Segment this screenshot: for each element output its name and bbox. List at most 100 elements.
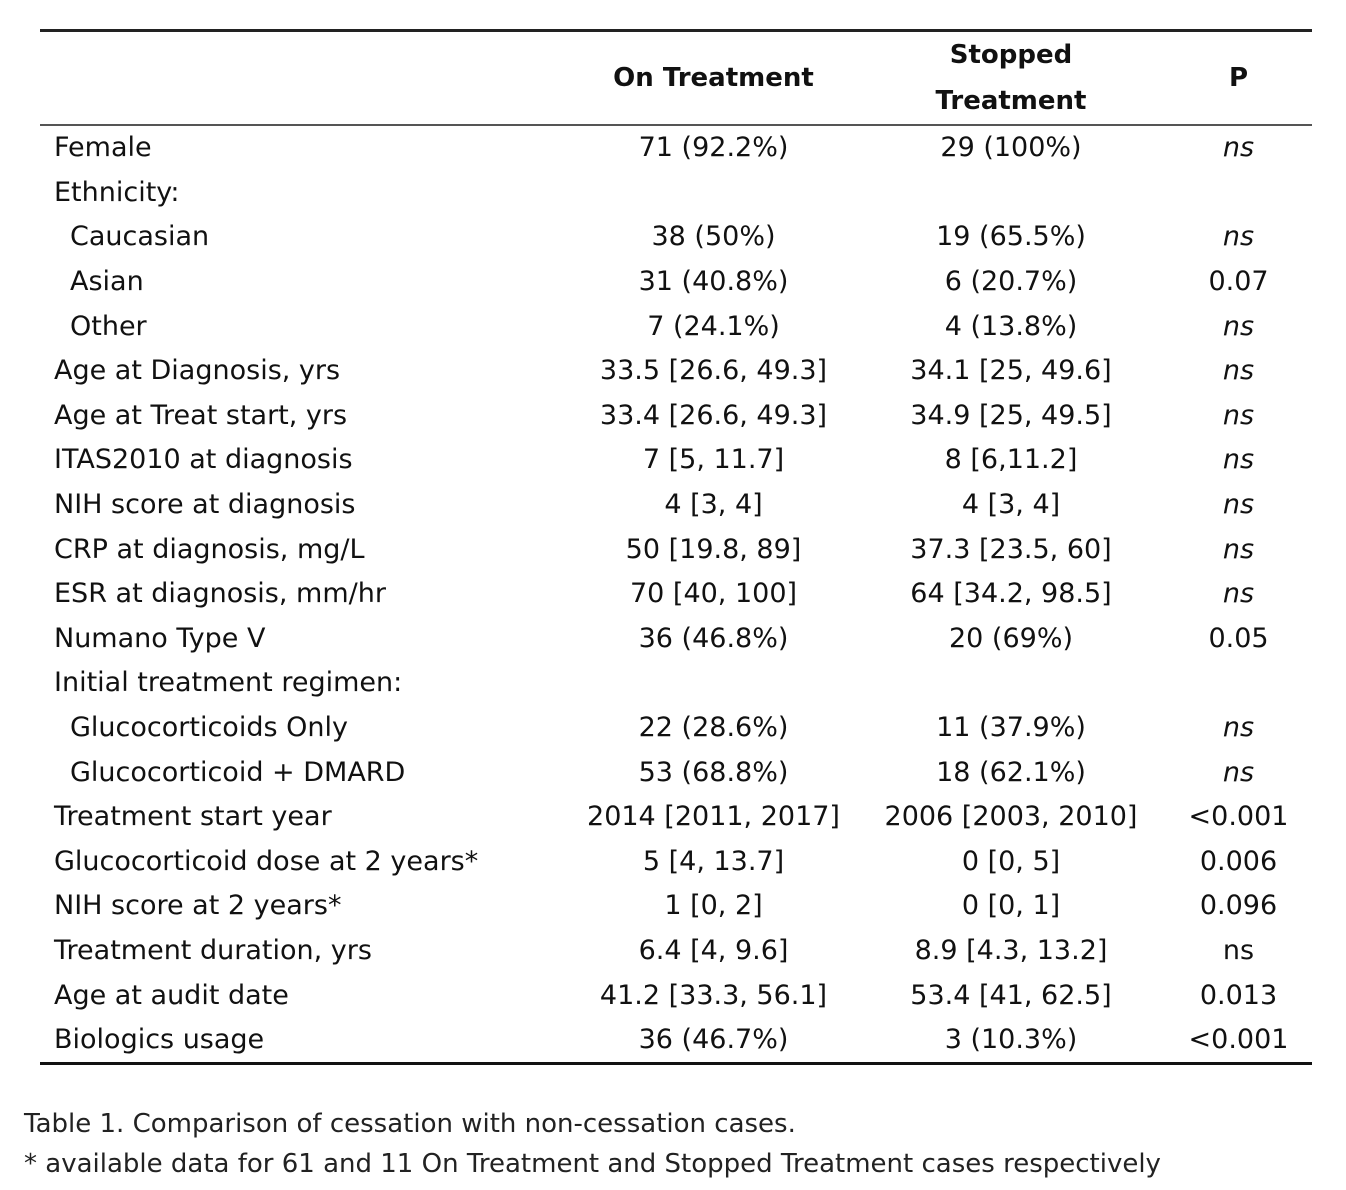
p-value — [1165, 171, 1312, 216]
stopped-treatment-value: 0 [0, 1] — [961, 890, 1061, 922]
table-row: Treatment start year 2014 [2011, 2017] 200… — [40, 795, 1312, 840]
p-value: ns — [1222, 578, 1255, 610]
caption-footnote: * available data for 61 and 11 On Treatm… — [24, 1149, 1161, 1179]
stopped-treatment-value: 11 (37.9%) — [936, 712, 1086, 744]
on-treatment-value: 2014 [2011, 2017] — [587, 801, 840, 833]
header-stopped-line1: Stopped — [949, 40, 1073, 70]
stopped-treatment-value: 8 [6,11.2] — [944, 444, 1078, 476]
on-treatment-value: 4 [3, 4] — [664, 489, 763, 521]
stopped-treatment-value: 19 (65.5%) — [936, 221, 1086, 253]
stopped-treatment-value: 6 (20.7%) — [944, 266, 1078, 298]
p-value: 0.07 — [1208, 266, 1269, 298]
table-row: ESR at diagnosis, mm/hr 70 [40, 100] 64 [3… — [40, 572, 1312, 617]
comparison-table-container: On Treatment Stopped Treatment P Female 7… — [40, 29, 1312, 1066]
p-value: ns — [1222, 489, 1255, 521]
p-value: ns — [1222, 132, 1255, 164]
on-treatment-value: 33.4 [26.6, 49.3] — [599, 399, 828, 431]
table-row: Treatment duration, yrs 6.4 [4, 9.6] 8.9 [… — [40, 929, 1312, 974]
row-label: Caucasian — [70, 221, 210, 253]
table-row: Age at Diagnosis, yrs 33.5 [26.6, 49.3] 34… — [40, 349, 1312, 394]
table-row: Other 7 (24.1%) 4 (13.8%) ns — [40, 304, 1312, 349]
on-treatment-value: 5 [4, 13.7] — [642, 845, 785, 877]
on-treatment-value: 7 (24.1%) — [647, 310, 780, 342]
on-treatment-value: 31 (40.8%) — [638, 266, 789, 298]
table-body: Female 71 (92.2%) 29 (100%) ns Ethnicity: Cau… — [40, 124, 1312, 1062]
stopped-treatment-value: 53.4 [41, 62.5] — [910, 979, 1112, 1011]
p-value: ns — [1222, 399, 1255, 431]
stopped-treatment-value: 34.1 [25, 49.6] — [910, 355, 1112, 387]
on-treatment-value — [570, 661, 857, 706]
p-value: ns — [1222, 712, 1255, 744]
on-treatment-value: 36 (46.8%) — [638, 622, 789, 654]
p-value: ns — [1222, 444, 1255, 476]
p-value — [1165, 661, 1312, 706]
table-header: On Treatment Stopped Treatment P — [40, 32, 1312, 124]
p-value: ns — [1222, 934, 1255, 966]
stopped-treatment-value: 18 (62.1%) — [936, 756, 1086, 788]
row-label: Treatment start year — [54, 801, 332, 833]
table-row: Numano Type V 36 (46.8%) 20 (69%) 0.05 — [40, 617, 1312, 662]
on-treatment-value: 71 (92.2%) — [638, 132, 789, 164]
table-row: Ethnicity: — [40, 171, 1312, 216]
header-stopped-treatment: Stopped Treatment — [857, 32, 1165, 124]
table-row: ITAS2010 at diagnosis 7 [5, 11.7] 8 [6,11.… — [40, 438, 1312, 483]
stopped-treatment-value — [857, 661, 1165, 706]
row-label: ITAS2010 at diagnosis — [54, 444, 353, 476]
on-treatment-value — [570, 171, 857, 216]
row-label: NIH score at 2 years* — [54, 890, 342, 922]
on-treatment-value: 22 (28.6%) — [638, 712, 789, 744]
comparison-table: On Treatment Stopped Treatment P Female 7… — [40, 32, 1312, 1062]
p-value: <0.001 — [1188, 801, 1289, 833]
table-row: Glucocorticoids Only 22 (28.6%) 11 (37.9%)… — [40, 706, 1312, 751]
row-label: Age at Diagnosis, yrs — [54, 355, 341, 387]
stopped-treatment-value: 2006 [2003, 2010] — [884, 801, 1138, 833]
table-row: Female 71 (92.2%) 29 (100%) ns — [40, 126, 1312, 171]
row-label: Asian — [70, 266, 144, 298]
p-value: 0.05 — [1208, 622, 1269, 654]
stopped-treatment-value: 0 [0, 5] — [961, 845, 1061, 877]
p-value: 0.013 — [1199, 979, 1278, 1011]
row-label: Age at audit date — [54, 979, 289, 1011]
header-divider-row — [40, 124, 1312, 126]
table-row: Biologics usage 36 (46.7%) 3 (10.3%) <0.001 — [40, 1018, 1312, 1063]
row-label: NIH score at diagnosis — [54, 489, 356, 521]
row-label: Treatment duration, yrs — [54, 934, 372, 966]
on-treatment-value: 50 [19.8, 89] — [625, 533, 802, 565]
p-value: 0.006 — [1199, 845, 1278, 877]
table-row: Glucocorticoid dose at 2 years* 5 [4, 13.… — [40, 840, 1312, 885]
stopped-treatment-value: 4 (13.8%) — [944, 310, 1078, 342]
header-stopped-line2: Treatment — [935, 86, 1087, 116]
on-treatment-value: 36 (46.7%) — [638, 1024, 789, 1056]
stopped-treatment-value: 20 (69%) — [948, 622, 1074, 654]
table-row: Initial treatment regimen: — [40, 661, 1312, 706]
p-value: <0.001 — [1188, 1024, 1289, 1056]
row-label: Other — [70, 310, 147, 342]
row-label: CRP at diagnosis, mg/L — [54, 533, 365, 565]
header-label-column — [40, 32, 570, 124]
row-label: Female — [54, 132, 152, 164]
row-label: Numano Type V — [54, 622, 266, 654]
row-label: Glucocorticoid dose at 2 years* — [54, 845, 479, 877]
table-row: NIH score at 2 years* 1 [0, 2] 0 [0, 1] 0.0… — [40, 884, 1312, 929]
on-treatment-value: 53 (68.8%) — [638, 756, 789, 788]
row-label: Biologics usage — [54, 1024, 265, 1056]
stopped-treatment-value: 4 [3, 4] — [961, 489, 1061, 521]
on-treatment-value: 1 [0, 2] — [664, 890, 763, 922]
p-value: ns — [1222, 221, 1255, 253]
table-row: NIH score at diagnosis 4 [3, 4] 4 [3, 4] ns — [40, 483, 1312, 528]
p-value: ns — [1222, 355, 1255, 387]
table-caption: Table 1. Comparison of cessation with no… — [24, 1104, 1161, 1184]
stopped-treatment-value: 34.9 [25, 49.5] — [910, 399, 1112, 431]
row-label: ESR at diagnosis, mm/hr — [54, 578, 386, 610]
on-treatment-value: 7 [5, 11.7] — [642, 444, 785, 476]
table-bottom-rule — [40, 1062, 1312, 1066]
on-treatment-value: 38 (50%) — [651, 221, 776, 253]
table-row: Glucocorticoid + DMARD 53 (68.8%) 18 (62.1… — [40, 750, 1312, 795]
stopped-treatment-value — [857, 171, 1165, 216]
stopped-treatment-value: 37.3 [23.5, 60] — [910, 533, 1112, 565]
p-value: ns — [1222, 756, 1255, 788]
row-label: Glucocorticoids Only — [70, 712, 348, 744]
header-p-value: P — [1228, 63, 1249, 93]
on-treatment-value: 33.5 [26.6, 49.3] — [599, 355, 828, 387]
stopped-treatment-value: 29 (100%) — [940, 132, 1082, 164]
